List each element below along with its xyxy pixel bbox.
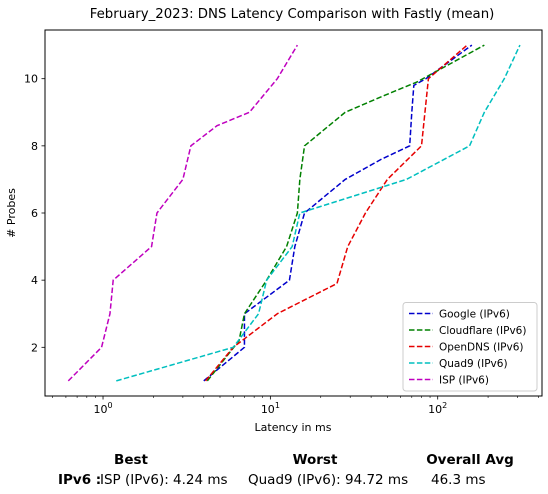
chart-title: February_2023: DNS Latency Comparison wi… [90, 7, 495, 22]
series-lines [67, 44, 521, 382]
legend-label-opendns-ipv6: OpenDNS (IPv6) [439, 342, 524, 354]
x-axis-label: Latency in ms [255, 421, 332, 434]
y-tick-label: 6 [31, 207, 38, 220]
summary-header-worst: Worst [292, 452, 338, 468]
x-tick-label: 100 [93, 401, 112, 416]
y-tick-label: 4 [31, 274, 38, 287]
y-tick-label: 8 [31, 140, 38, 153]
legend-box [402, 302, 538, 392]
legend-label-google-ipv6: Google (IPv6) [439, 309, 510, 321]
legend: Google (IPv6) Cloudflare (IPv6) OpenDNS (I… [402, 302, 538, 392]
axis-ticks: 100 101 102 2 4 6 8 10 [24, 73, 539, 416]
latency-chart: February_2023: DNS Latency Comparison wi… [5, 7, 543, 434]
series-line-cloudflare-ipv6 [206, 44, 485, 382]
series-line-opendns-ipv6 [204, 44, 468, 382]
x-tick-label: 102 [428, 401, 447, 416]
summary-best-value: ISP (IPv6): 4.24 ms [100, 472, 228, 488]
summary-table: Best Worst Overall Avg IPv6 : ISP (IPv6)… [0, 448, 548, 494]
legend-label-cloudflare-ipv6: Cloudflare (IPv6) [439, 325, 526, 337]
legend-label-isp-ipv6: ISP (IPv6) [439, 375, 489, 387]
series-line-google-ipv6 [203, 44, 473, 382]
x-tick-label: 101 [261, 401, 280, 416]
series-line-isp-ipv6 [67, 44, 299, 382]
y-tick-label: 10 [24, 73, 38, 86]
series-line-quad9-ipv6 [116, 44, 521, 382]
summary-avg-value: 46.3 ms [431, 472, 486, 488]
summary-header-best: Best [114, 452, 148, 468]
legend-label-quad9-ipv6: Quad9 (IPv6) [439, 358, 508, 370]
summary-header-avg: Overall Avg [426, 452, 514, 468]
summary-row-label: IPv6 : [58, 472, 102, 488]
y-tick-label: 2 [31, 341, 38, 354]
y-axis-label: # Probes [5, 188, 18, 238]
summary-worst-value: Quad9 (IPv6): 94.72 ms [248, 472, 409, 488]
